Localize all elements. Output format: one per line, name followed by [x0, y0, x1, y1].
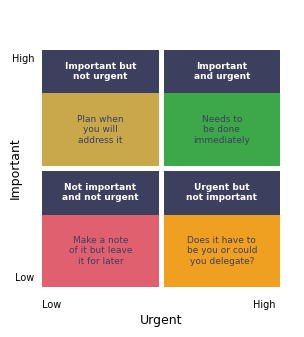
FancyBboxPatch shape	[42, 50, 159, 166]
Text: High: High	[253, 300, 275, 309]
FancyBboxPatch shape	[164, 171, 280, 287]
Text: Urgent but
not important: Urgent but not important	[186, 183, 257, 203]
Text: Not important
and not urgent: Not important and not urgent	[62, 183, 139, 203]
Text: Needs to
be done
immediately: Needs to be done immediately	[193, 115, 250, 145]
FancyBboxPatch shape	[164, 50, 280, 93]
Text: Eisenhower matrix: Eisenhower matrix	[85, 20, 231, 34]
Text: Urgent: Urgent	[140, 314, 182, 327]
Text: High: High	[12, 55, 35, 64]
FancyBboxPatch shape	[42, 171, 159, 215]
Text: Low: Low	[16, 273, 35, 282]
Text: Make a note
of it but leave
it for later: Make a note of it but leave it for later	[69, 236, 132, 266]
FancyBboxPatch shape	[42, 171, 159, 287]
Text: Important but
not urgent: Important but not urgent	[64, 62, 136, 81]
Text: Low: Low	[42, 300, 61, 309]
Text: Does it have to
be you or could
you delegate?: Does it have to be you or could you dele…	[187, 236, 257, 266]
Text: Important
and urgent: Important and urgent	[194, 62, 250, 81]
Text: Plan when
you will
address it: Plan when you will address it	[77, 115, 124, 145]
FancyBboxPatch shape	[164, 50, 280, 166]
FancyBboxPatch shape	[42, 50, 159, 93]
FancyBboxPatch shape	[164, 171, 280, 215]
Text: Important: Important	[9, 137, 22, 200]
